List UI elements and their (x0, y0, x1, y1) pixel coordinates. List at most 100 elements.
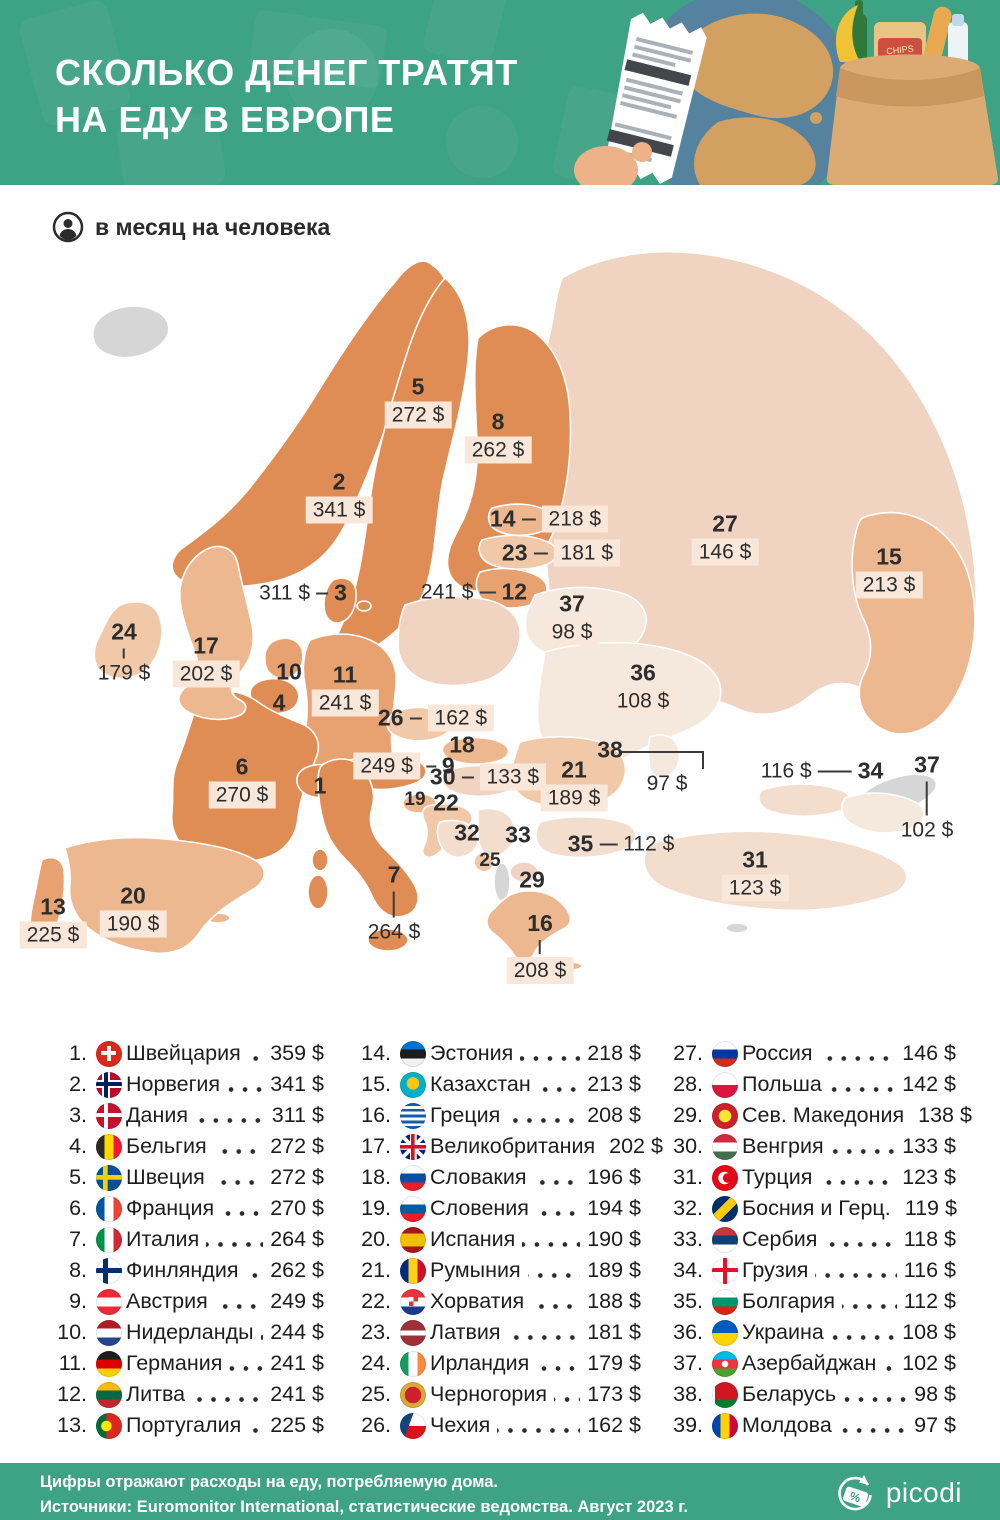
dotted-leader (213, 1149, 264, 1154)
country-shape (92, 305, 170, 359)
az-flag-icon (712, 1350, 738, 1377)
it-flag-icon (96, 1226, 122, 1253)
dotted-leader (843, 1397, 908, 1402)
country-value: 123 $ (902, 1165, 956, 1189)
hu-flag-icon (712, 1133, 738, 1160)
dotted-leader (554, 1397, 581, 1402)
country-value: 108 $ (902, 1320, 956, 1344)
country-value: 202 $ (609, 1134, 663, 1158)
rank-number: 33. (673, 1227, 703, 1251)
si-flag-icon (400, 1195, 426, 1222)
rank-number: 27. (673, 1041, 703, 1065)
country-value: 241 $ (270, 1351, 324, 1375)
pt-flag-icon (96, 1412, 122, 1439)
country-value: 190 $ (587, 1227, 641, 1251)
country-value: 142 $ (902, 1072, 956, 1096)
country-value: 218 $ (587, 1041, 641, 1065)
list-item: 32. Босния и Герц. 119 $ (666, 1193, 957, 1224)
rank-number: 2. (69, 1072, 87, 1096)
country-shape (487, 503, 553, 537)
list-item: 30. Венгрия 133 $ (666, 1131, 956, 1162)
rank-number: 28. (673, 1072, 703, 1096)
rank-number: 12. (57, 1382, 87, 1406)
rank-number: 9. (69, 1289, 87, 1313)
country-shape (535, 815, 637, 859)
country-name: Украина (742, 1320, 824, 1344)
country-name: Норвегия (126, 1072, 221, 1096)
list-item: 25. Черногория 173 $ (354, 1379, 641, 1410)
country-name: Чехия (430, 1413, 491, 1437)
ro-flag-icon (400, 1257, 426, 1284)
rank-number: 19. (361, 1196, 391, 1220)
list-item: 39. Молдова 97 $ (666, 1410, 956, 1441)
dotted-leader (214, 1304, 264, 1309)
country-value: 138 $ (918, 1103, 972, 1127)
list-item: 20. Испания 190 $ (354, 1224, 641, 1255)
country-shape (64, 836, 265, 955)
dotted-leader (536, 1366, 581, 1371)
country-name: Италия (126, 1227, 200, 1251)
country-shape (510, 735, 627, 808)
rank-number: 16. (361, 1103, 391, 1127)
country-value: 225 $ (270, 1413, 324, 1437)
list-item: 10. Нидерланды 244 $ (50, 1317, 324, 1348)
dotted-leader (227, 1087, 264, 1092)
country-value: 179 $ (587, 1351, 641, 1375)
rank-number: 29. (673, 1103, 703, 1127)
country-value: 311 $ (271, 1103, 324, 1127)
rank-number: 7. (69, 1227, 87, 1251)
country-value: 97 $ (914, 1413, 956, 1437)
footer-sources: Источники: Euromonitor International, ст… (40, 1497, 689, 1516)
dotted-leader (507, 1118, 581, 1123)
country-value: 272 $ (270, 1134, 324, 1158)
country-shape (323, 577, 357, 624)
list-item: 14. Эстония 218 $ (354, 1038, 641, 1069)
country-value: 270 $ (270, 1196, 324, 1220)
dk-flag-icon (96, 1102, 122, 1129)
country-ranking-list: 1. Швейцария 359 $ 2. Норвегия 341 $ 3. Дания 31… (0, 1038, 1000, 1448)
ru-flag-icon (712, 1040, 738, 1067)
country-name: Греция (430, 1103, 501, 1127)
rank-number: 35. (673, 1289, 703, 1313)
de-flag-icon (96, 1350, 122, 1377)
list-item: 33. Сербия 118 $ (666, 1224, 956, 1255)
country-value: 98 $ (914, 1382, 956, 1406)
es-flag-icon (400, 1226, 426, 1253)
ba-flag-icon (712, 1195, 738, 1222)
country-shape (841, 792, 925, 834)
list-item: 37. Азербайджан 102 $ (666, 1348, 956, 1379)
dotted-leader (527, 1273, 581, 1278)
rank-number: 36. (673, 1320, 703, 1344)
ee-flag-icon (400, 1040, 426, 1067)
country-value: 116 $ (903, 1258, 956, 1282)
list-item: 35. Болгария 112 $ (666, 1286, 956, 1317)
list-item: 22. Хорватия 188 $ (354, 1286, 641, 1317)
country-value: 112 $ (903, 1289, 956, 1313)
list-item: 15. Казахстан 213 $ (354, 1069, 641, 1100)
md-flag-icon (712, 1412, 738, 1439)
dotted-leader (883, 1366, 896, 1371)
dotted-leader (531, 1304, 581, 1309)
rank-number: 25. (361, 1382, 391, 1406)
country-value: 194 $ (587, 1196, 641, 1220)
europe-map (29, 250, 978, 972)
country-shape (477, 807, 516, 857)
country-shape (367, 928, 409, 952)
list-item: 19. Словения 194 $ (354, 1193, 641, 1224)
country-value: 146 $ (902, 1041, 956, 1065)
country-shape (537, 960, 583, 972)
country-name: Швеция (126, 1165, 205, 1189)
country-name: Германия (126, 1351, 223, 1375)
country-shape (647, 734, 681, 779)
list-item: 11. Германия 241 $ (50, 1348, 324, 1379)
country-value: 244 $ (270, 1320, 324, 1344)
country-name: Румыния (430, 1258, 521, 1282)
rank-number: 5. (69, 1165, 87, 1189)
country-name: Эстония (430, 1041, 514, 1065)
country-name: Турция (742, 1165, 813, 1189)
country-shape (263, 637, 304, 680)
country-value: 341 $ (270, 1072, 324, 1096)
bg-flag-icon (712, 1288, 738, 1315)
country-name: Грузия (742, 1258, 809, 1282)
person-icon (52, 211, 84, 243)
